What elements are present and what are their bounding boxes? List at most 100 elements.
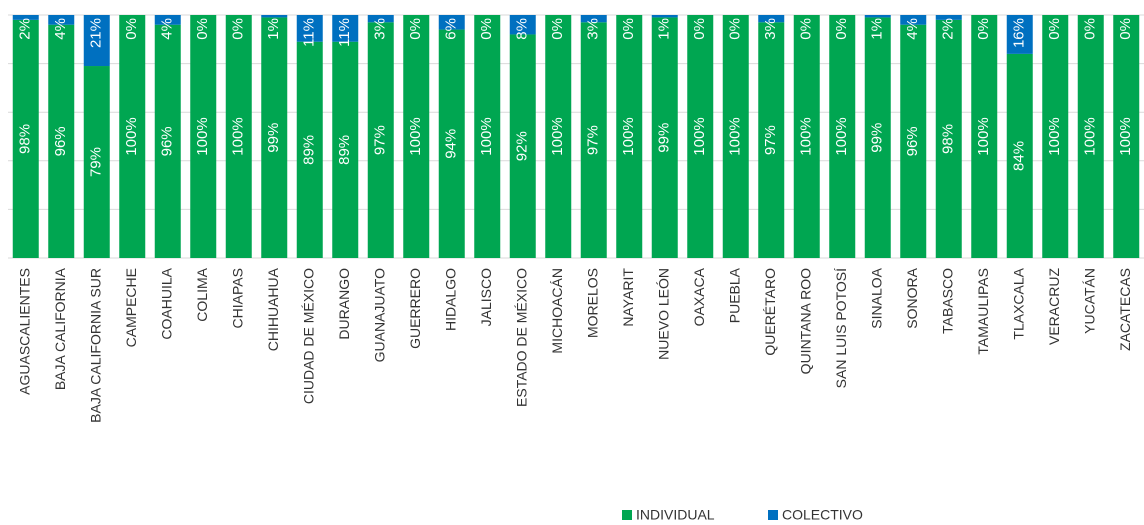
value-label: 0% — [833, 18, 850, 40]
x-tick-label: BAJA CALIFORNIA — [52, 267, 68, 390]
value-label: 0% — [620, 18, 637, 40]
x-tick-label: MICHOACÁN — [549, 268, 565, 354]
x-tick-label: PUEBLA — [726, 267, 742, 323]
bar-segment — [758, 15, 785, 23]
value-label: 11% — [301, 18, 318, 47]
value-label: 100% — [123, 117, 140, 155]
bar-segment — [438, 15, 465, 30]
bar-segment — [332, 41, 359, 259]
x-tick-label: NUEVO LEÓN — [655, 268, 671, 360]
bar-segment — [367, 22, 394, 258]
legend-label: COLECTIVO — [782, 507, 863, 523]
value-label: 21% — [88, 18, 105, 48]
value-label: 100% — [691, 117, 708, 155]
value-label: 100% — [549, 117, 566, 155]
bar-segment — [83, 15, 110, 67]
value-label: 0% — [407, 18, 424, 40]
x-tick-label: HIDALGO — [442, 268, 458, 331]
value-label: 100% — [975, 117, 992, 155]
value-label: 8% — [514, 18, 531, 40]
bar-segment — [1113, 15, 1140, 258]
bar-segment — [651, 15, 678, 18]
bar-segment — [900, 15, 927, 25]
value-label: 98% — [17, 124, 34, 154]
value-label: 100% — [727, 117, 744, 155]
value-label: 0% — [1082, 18, 1099, 40]
value-label: 100% — [230, 117, 247, 155]
x-tick-label: ESTADO DE MÉXICO — [513, 268, 529, 407]
bar-segment — [261, 17, 288, 259]
bar-segment — [119, 15, 146, 258]
value-label: 0% — [691, 18, 708, 40]
x-tick-label: CHIHUAHUA — [265, 267, 281, 351]
bar-segment — [48, 24, 75, 258]
x-tick-label: ZACATECAS — [1117, 268, 1133, 351]
legend-swatch — [768, 510, 778, 520]
bar-segment — [438, 29, 465, 258]
bar-segment — [864, 15, 891, 18]
value-label: 97% — [585, 125, 602, 155]
value-label: 99% — [265, 123, 282, 153]
value-label: 16% — [1011, 18, 1028, 48]
value-label: 0% — [123, 18, 140, 40]
value-label: 89% — [336, 135, 353, 165]
value-label: 0% — [478, 18, 495, 40]
x-tick-label: GUANAJUATO — [371, 268, 387, 362]
bar-segment — [261, 15, 288, 18]
value-label: 92% — [514, 131, 531, 161]
value-label: 0% — [798, 18, 815, 40]
value-label: 3% — [762, 18, 779, 40]
value-label: 100% — [1046, 117, 1063, 155]
bar-segment — [474, 15, 501, 258]
x-tick-label: TABASCO — [939, 268, 955, 334]
bar-segment — [83, 66, 110, 258]
bar-segment — [1042, 15, 1069, 258]
x-tick-label: QUERÉTARO — [762, 268, 778, 356]
bar-segment — [1006, 53, 1033, 258]
bar-segment — [154, 24, 181, 258]
value-label: 100% — [798, 117, 815, 155]
value-label: 99% — [656, 123, 673, 153]
value-label: 94% — [443, 129, 460, 159]
value-label: 4% — [52, 18, 69, 40]
bar-segment — [190, 15, 217, 258]
value-label: 97% — [372, 125, 389, 155]
x-tick-label: SONORA — [904, 267, 920, 328]
bar-segment — [332, 15, 359, 42]
value-label: 1% — [656, 18, 673, 40]
x-tick-label: TAMAULIPAS — [975, 268, 991, 355]
bar-segment — [900, 24, 927, 258]
bar-segment — [12, 19, 39, 258]
value-label: 0% — [230, 18, 247, 40]
value-label: 99% — [869, 123, 886, 153]
bar-segment — [793, 15, 820, 258]
x-tick-label: AGUASCALIENTES — [16, 268, 32, 395]
value-label: 6% — [443, 18, 460, 40]
value-label: 97% — [762, 125, 779, 155]
x-tick-label: SINALOA — [868, 267, 884, 328]
bar-segment — [403, 15, 430, 258]
bar-segment — [48, 15, 75, 25]
value-label: 96% — [159, 126, 176, 156]
value-label: 89% — [301, 135, 318, 165]
value-label: 4% — [159, 18, 176, 40]
bar-segment — [935, 19, 962, 258]
bar-segment — [1006, 15, 1033, 54]
value-label: 1% — [265, 18, 282, 40]
x-tick-label: OAXACA — [691, 267, 707, 326]
value-label: 4% — [904, 18, 921, 40]
x-tick-label: QUINTANA ROO — [797, 268, 813, 374]
value-label: 0% — [194, 18, 211, 40]
x-tick-label: COLIMA — [194, 267, 210, 321]
value-label: 96% — [52, 126, 69, 156]
bar-segment — [580, 15, 607, 23]
x-tick-label: BAJA CALIFORNIA SUR — [87, 268, 103, 423]
bar-segment — [580, 22, 607, 258]
value-label: 11% — [336, 18, 353, 47]
x-tick-label: YUCATÁN — [1081, 268, 1097, 334]
x-tick-label: GUERRERO — [407, 268, 423, 349]
legend-label: INDIVIDUAL — [636, 507, 715, 523]
bar-segment — [616, 15, 643, 258]
bar-segment — [829, 15, 856, 258]
bar-segment — [296, 41, 323, 259]
